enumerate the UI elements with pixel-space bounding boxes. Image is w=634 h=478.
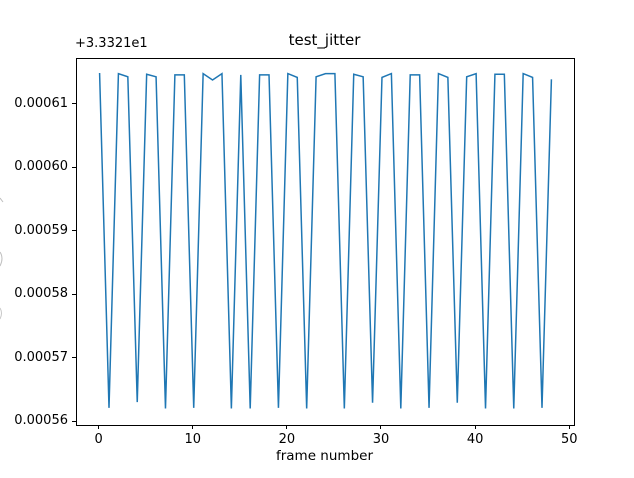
y-tick-mark [72, 357, 76, 359]
x-tick-mark [98, 425, 100, 429]
x-tick-label: 30 [372, 432, 390, 447]
x-tick-mark [474, 425, 476, 429]
x-tick-label: 10 [184, 432, 201, 447]
x-tick-mark [286, 425, 288, 429]
chart-title: test_jitter [288, 31, 361, 49]
y-tick-mark [72, 166, 76, 168]
jitter-line-series [98, 72, 553, 409]
y-axis-offset-text: +3.3321e1 [75, 36, 148, 51]
x-tick-mark [380, 425, 382, 429]
x-tick-label: 50 [560, 432, 578, 447]
y-tick-label: 0.00056 [14, 413, 68, 429]
y-tick-mark [72, 230, 76, 232]
x-tick-label: 20 [278, 432, 296, 447]
y-tick-label: 0.00060 [14, 159, 68, 175]
y-tick-label: 0.00057 [14, 349, 68, 365]
x-tick-mark [568, 425, 570, 429]
y-tick-label: 0.00059 [14, 222, 68, 238]
y-tick-mark [72, 420, 76, 422]
x-axis-label: frame number [275, 448, 373, 464]
glyph-fragment [0, 197, 4, 203]
x-tick-label: 40 [466, 432, 484, 447]
plot-area [76, 58, 575, 426]
y-tick-mark [72, 293, 76, 295]
glyph-fragment [0, 307, 2, 320]
x-tick-label: 0 [94, 432, 103, 447]
y-tick-label: 0.00058 [14, 286, 68, 302]
x-tick-mark [192, 425, 194, 429]
y-tick-label: 0.00061 [14, 95, 68, 111]
line-series-svg [98, 72, 553, 409]
y-tick-mark [72, 103, 76, 105]
y-axis-label-clipped-fragments [0, 196, 8, 326]
glyph-fragment [0, 251, 3, 267]
